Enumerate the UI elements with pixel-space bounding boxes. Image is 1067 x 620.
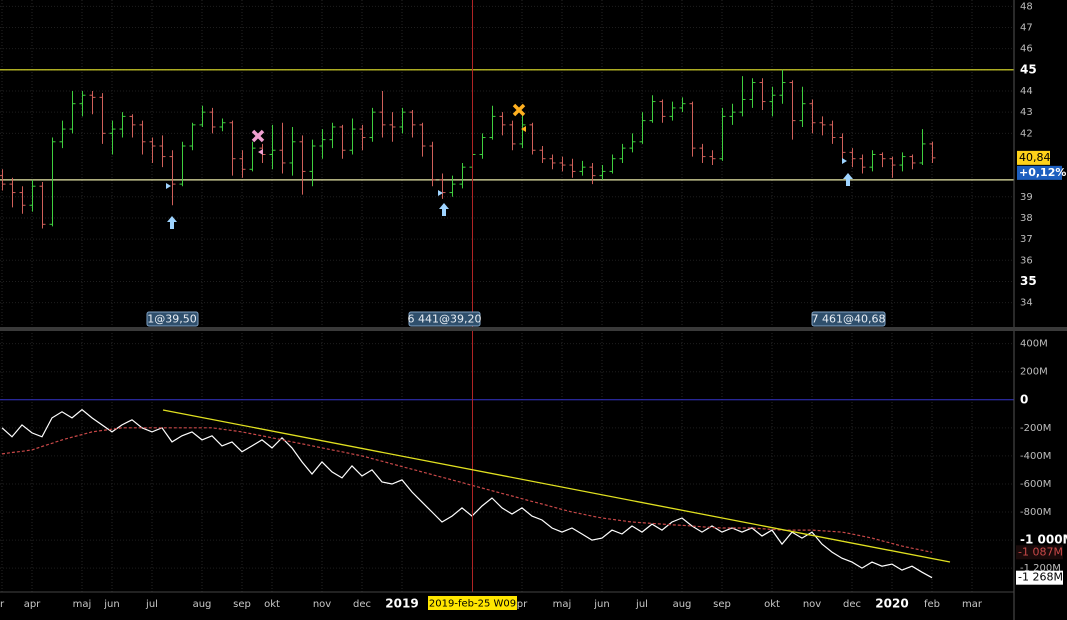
marker bbox=[166, 183, 171, 189]
marker bbox=[258, 149, 263, 155]
x-tick-label: sep bbox=[233, 599, 251, 610]
plot-area bbox=[0, 0, 1014, 592]
trade-label: 6 441@39,20 bbox=[408, 313, 482, 326]
x-tick-label: jul bbox=[635, 599, 648, 610]
cursor-label-box bbox=[428, 596, 517, 610]
exit-marker bbox=[512, 103, 526, 117]
y-tick-label: -400M bbox=[1020, 451, 1051, 462]
x-tick-label: pr bbox=[517, 599, 528, 610]
x-tick-label: 2020 bbox=[875, 597, 908, 611]
x-tick-label: feb bbox=[924, 599, 940, 610]
exit-marker bbox=[251, 129, 265, 143]
last-value-label: -1 268M bbox=[1018, 571, 1063, 584]
x-tick-label: jul bbox=[145, 599, 158, 610]
marker bbox=[521, 126, 526, 132]
y-tick-label: -600M bbox=[1020, 479, 1051, 490]
x-tick-label: apr bbox=[24, 599, 41, 610]
y-tick-label: 43 bbox=[1020, 107, 1033, 118]
x-tick-label: nov bbox=[803, 599, 821, 610]
series-line bbox=[1, 427, 933, 553]
y-tick-label: 47 bbox=[1020, 23, 1033, 34]
last-value-box bbox=[1016, 570, 1063, 585]
change-box bbox=[1017, 165, 1062, 180]
change-label: +0,12% bbox=[1019, 166, 1066, 179]
y-tick-label: 200M bbox=[1020, 367, 1048, 378]
buy-arrow bbox=[167, 216, 177, 229]
x-tick-label: dec bbox=[353, 599, 371, 610]
buy-arrow bbox=[439, 203, 449, 216]
y-tick-label: 42 bbox=[1020, 128, 1033, 139]
y-tick-label: 44 bbox=[1020, 86, 1033, 97]
y-tick-label: 400M bbox=[1020, 339, 1048, 350]
marker bbox=[842, 158, 847, 164]
x-tick-label: dec bbox=[843, 599, 861, 610]
axis-bg bbox=[1014, 0, 1067, 620]
x-tick-label: r bbox=[0, 599, 5, 610]
x-tick-label: sep bbox=[713, 599, 731, 610]
last-value-label: -1 087M bbox=[1018, 545, 1063, 558]
series-line bbox=[1, 408, 933, 579]
last-price-label: 40,84 bbox=[1019, 151, 1051, 164]
y-tick-label: 35 bbox=[1020, 274, 1037, 288]
x-tick-label: nov bbox=[313, 599, 331, 610]
y-tick-label: 37 bbox=[1020, 234, 1033, 245]
y-tick-label: 39 bbox=[1020, 192, 1033, 203]
x-tick-label: maj bbox=[553, 599, 572, 610]
x-tick-label: jun bbox=[103, 599, 119, 610]
y-tick-label: 36 bbox=[1020, 255, 1033, 266]
x-tick-label: aug bbox=[673, 599, 692, 610]
trade-label: 7 461@40,68 bbox=[812, 313, 886, 326]
trend-line bbox=[162, 409, 951, 563]
y-tick-label: -1 200M bbox=[1020, 563, 1061, 574]
y-tick-label: 38 bbox=[1020, 213, 1033, 224]
y-tick-label: 45 bbox=[1020, 62, 1037, 76]
last-value-box bbox=[1016, 545, 1063, 560]
y-tick-label: 48 bbox=[1020, 1, 1033, 12]
y-tick-label: -800M bbox=[1020, 507, 1051, 518]
trade-label-box bbox=[408, 311, 481, 327]
trade-label: 1@39,50 bbox=[147, 313, 197, 326]
x-tick-label: aug bbox=[193, 599, 212, 610]
x-tick-label: jun bbox=[593, 599, 609, 610]
x-tick-label: okt bbox=[264, 599, 280, 610]
panel-separator bbox=[0, 327, 1067, 331]
y-tick-label: 34 bbox=[1020, 298, 1033, 309]
cursor-label: 2019-feb-25 W09 bbox=[429, 599, 516, 610]
y-tick-label: -200M bbox=[1020, 423, 1051, 434]
last-price-box bbox=[1017, 150, 1050, 165]
trade-label-box bbox=[811, 311, 886, 327]
marker bbox=[438, 190, 443, 196]
trade-label-box bbox=[146, 311, 199, 327]
y-tick-label: 0 bbox=[1020, 392, 1028, 406]
y-tick-label: 46 bbox=[1020, 44, 1033, 55]
x-tick-label: mar bbox=[962, 599, 983, 610]
x-tick-label: maj bbox=[73, 599, 92, 610]
x-tick-label: 2019 bbox=[385, 597, 418, 611]
y-tick-label: -1 000M bbox=[1020, 533, 1067, 547]
x-tick-label: okt bbox=[764, 599, 780, 610]
buy-arrow bbox=[843, 173, 853, 186]
